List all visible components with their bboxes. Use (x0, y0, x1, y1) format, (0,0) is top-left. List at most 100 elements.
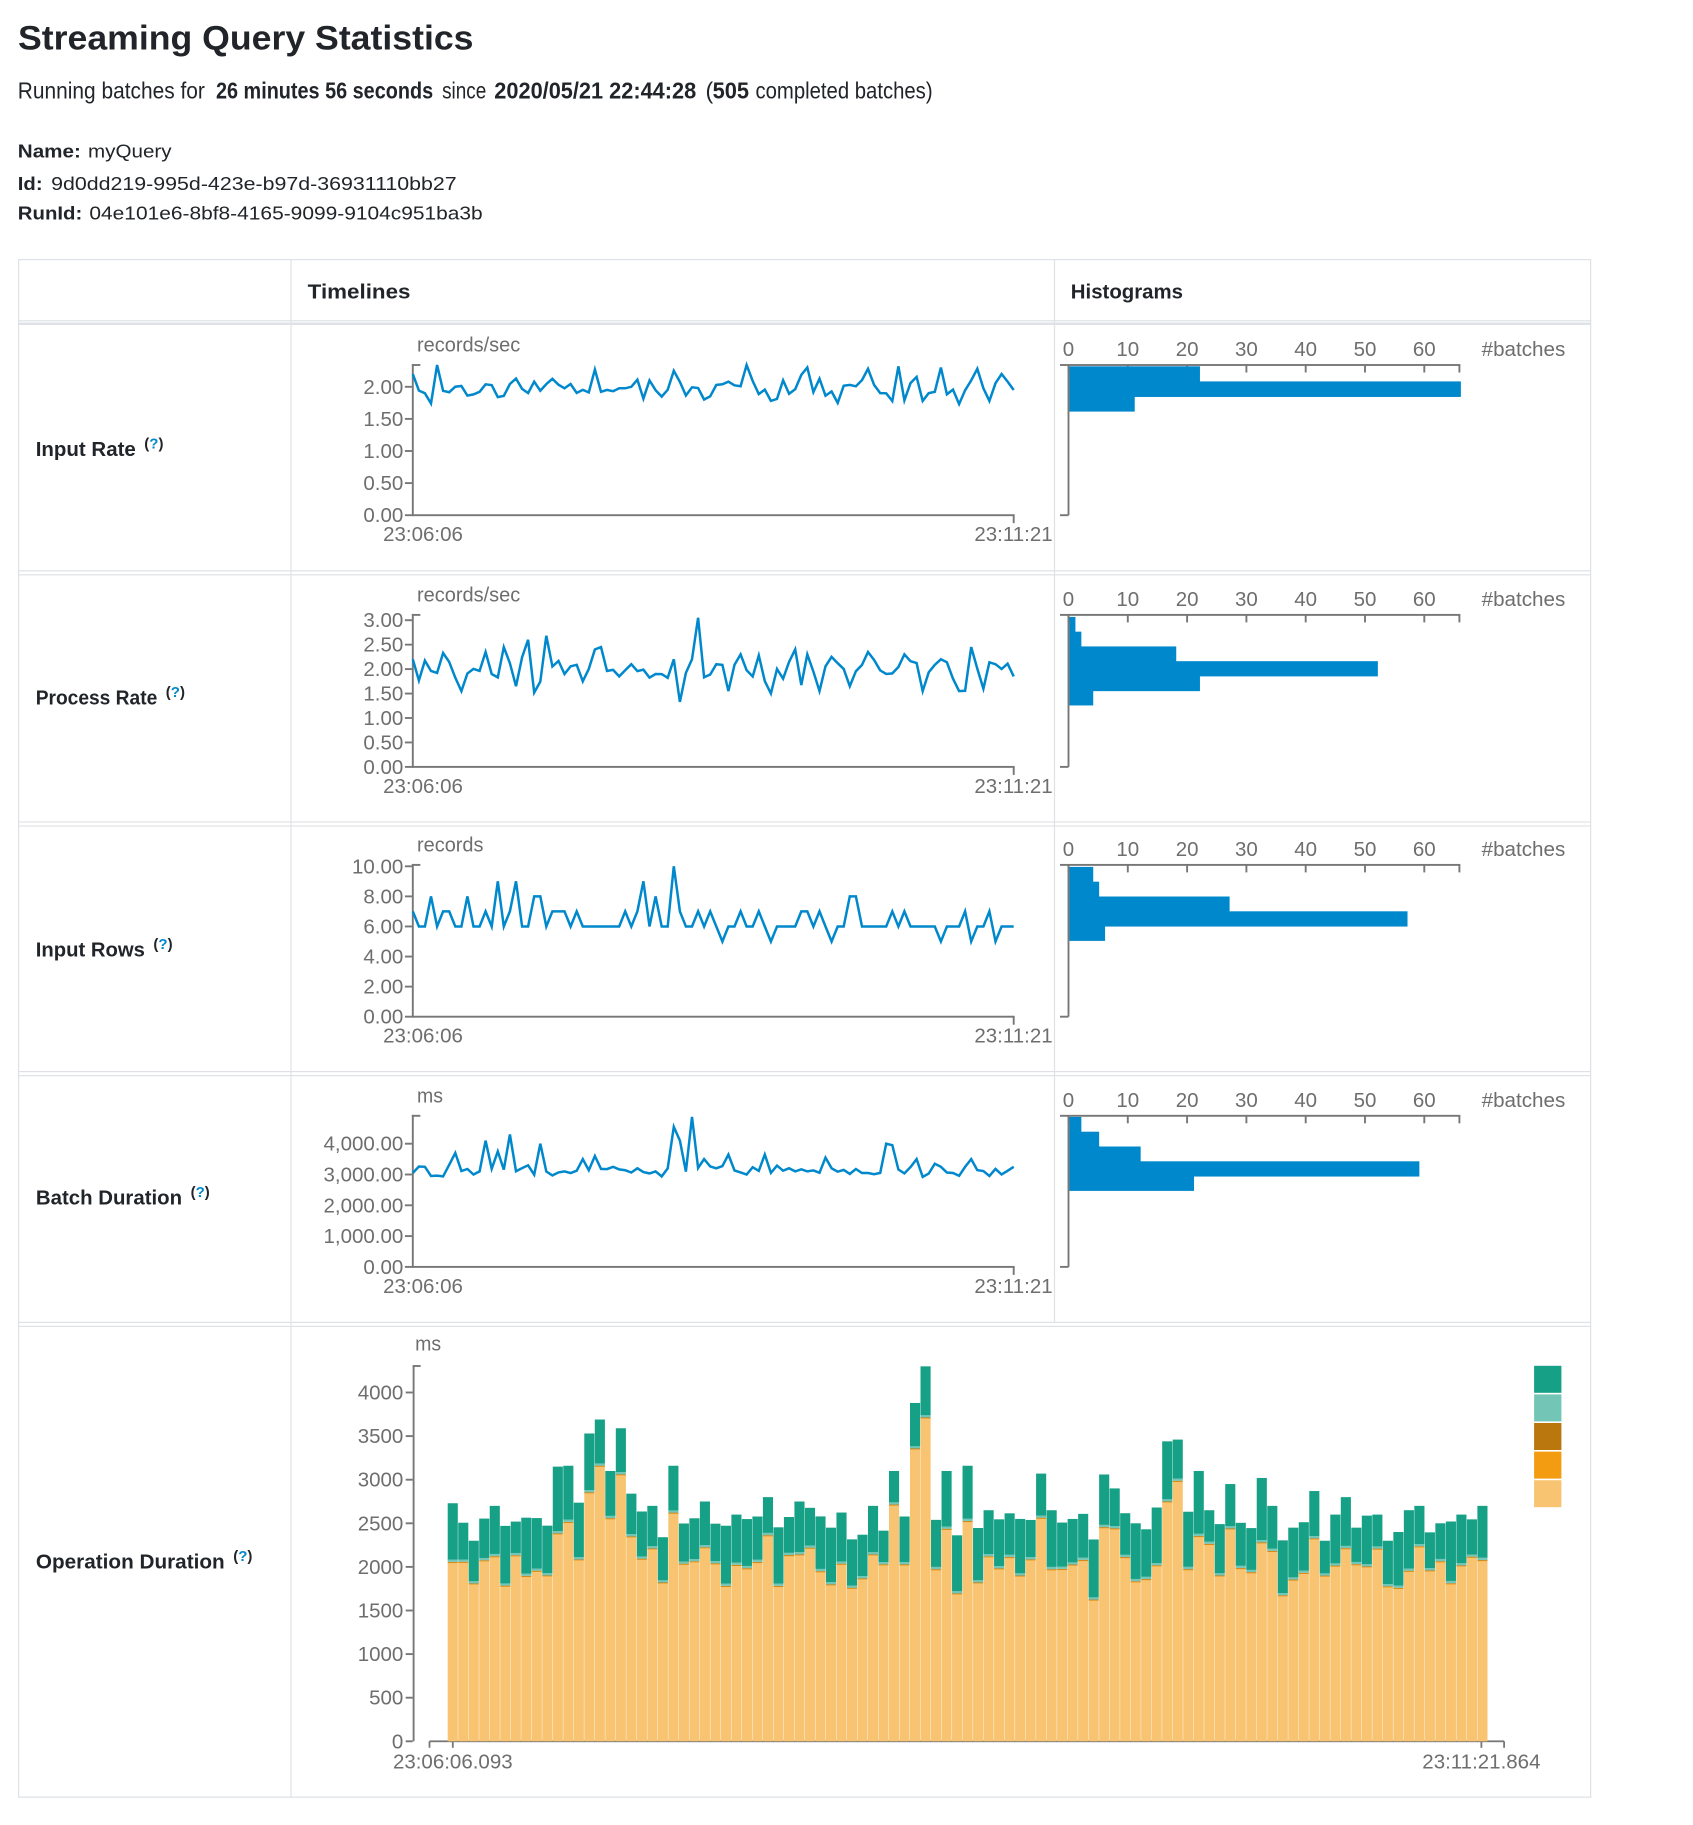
svg-text:23:06:06: 23:06:06 (383, 1275, 463, 1298)
svg-text:0.00: 0.00 (363, 1006, 403, 1029)
svg-text:Id:: Id: (18, 174, 43, 194)
svg-text:Input Rate: Input Rate (36, 438, 136, 461)
svg-text:30: 30 (1235, 1089, 1258, 1112)
svg-text:(?): (?) (166, 684, 185, 701)
svg-text:2.00: 2.00 (363, 976, 403, 999)
svg-text:20: 20 (1176, 838, 1199, 861)
svg-text:Batch Duration: Batch Duration (36, 1187, 182, 1210)
svg-text:40: 40 (1294, 338, 1317, 361)
svg-text:9d0dd219-995d-423e-b97d-369311: 9d0dd219-995d-423e-b97d-36931110bb27 (51, 174, 457, 194)
svg-text:505: 505 (713, 78, 750, 104)
svg-text:0: 0 (1063, 1089, 1074, 1112)
svg-text:30: 30 (1235, 838, 1258, 861)
svg-text:#batches: #batches (1482, 338, 1566, 361)
svg-text:1500: 1500 (358, 1600, 404, 1623)
svg-text:(?): (?) (233, 1548, 252, 1565)
svg-text:20: 20 (1176, 588, 1199, 611)
svg-text:Operation Duration: Operation Duration (36, 1550, 225, 1573)
svg-text:20: 20 (1176, 338, 1199, 361)
svg-text:1.50: 1.50 (363, 408, 403, 431)
svg-text:20: 20 (1176, 1089, 1199, 1112)
svg-text:0.00: 0.00 (363, 1256, 403, 1279)
svg-text:50: 50 (1354, 588, 1377, 611)
svg-text:RunId:: RunId: (18, 204, 83, 224)
svg-text:40: 40 (1294, 838, 1317, 861)
svg-text:(: ( (706, 78, 714, 104)
svg-text:2.00: 2.00 (363, 376, 403, 399)
svg-text:2.00: 2.00 (363, 658, 403, 681)
svg-text:0.50: 0.50 (363, 472, 403, 495)
svg-text:0: 0 (1063, 588, 1074, 611)
svg-text:Input Rows: Input Rows (36, 939, 145, 962)
svg-text:2.50: 2.50 (363, 634, 403, 657)
svg-text:50: 50 (1354, 1089, 1377, 1112)
svg-text:Running batches for: Running batches for (18, 78, 205, 104)
svg-text:23:11:21: 23:11:21 (974, 523, 1052, 546)
svg-text:4.00: 4.00 (363, 946, 403, 969)
svg-text:0: 0 (1063, 338, 1074, 361)
svg-text:23:06:06: 23:06:06 (383, 523, 463, 546)
svg-text:10: 10 (1116, 588, 1139, 611)
svg-text:2000: 2000 (358, 1556, 404, 1579)
svg-text:Streaming Query Statistics: Streaming Query Statistics (18, 20, 474, 58)
svg-text:(?): (?) (153, 936, 172, 953)
svg-text:3500: 3500 (358, 1425, 404, 1448)
svg-text:23:11:21: 23:11:21 (974, 1275, 1052, 1298)
svg-text:1.50: 1.50 (363, 683, 403, 706)
svg-text:10: 10 (1116, 338, 1139, 361)
svg-text:records: records (417, 834, 484, 857)
svg-text:23:11:21.864: 23:11:21.864 (1422, 1750, 1540, 1773)
svg-text:10: 10 (1116, 838, 1139, 861)
svg-text:1000: 1000 (358, 1643, 404, 1666)
svg-text:#batches: #batches (1482, 588, 1566, 611)
svg-text:records/sec: records/sec (417, 584, 520, 607)
svg-text:04e101e6-8bf8-4165-9099-9104c9: 04e101e6-8bf8-4165-9099-9104c951ba3b (89, 204, 482, 224)
svg-text:Timelines: Timelines (308, 281, 411, 304)
svg-text:#batches: #batches (1482, 838, 1566, 861)
svg-text:50: 50 (1354, 838, 1377, 861)
svg-text:3,000.00: 3,000.00 (323, 1164, 403, 1187)
svg-text:3000: 3000 (358, 1469, 404, 1492)
svg-text:23:06:06: 23:06:06 (383, 775, 463, 798)
svg-text:2,000.00: 2,000.00 (323, 1194, 403, 1217)
svg-text:10.00: 10.00 (352, 855, 403, 878)
svg-text:60: 60 (1413, 588, 1436, 611)
svg-text:ms: ms (415, 1333, 441, 1356)
svg-text:since: since (442, 78, 486, 104)
svg-text:60: 60 (1413, 838, 1436, 861)
svg-text:60: 60 (1413, 338, 1436, 361)
svg-text:records/sec: records/sec (417, 334, 520, 357)
svg-text:26 minutes 56 seconds: 26 minutes 56 seconds (216, 78, 433, 104)
svg-text:0.50: 0.50 (363, 731, 403, 754)
svg-text:0.00: 0.00 (363, 504, 403, 527)
svg-text:23:06:06: 23:06:06 (383, 1025, 463, 1048)
svg-text:23:11:21: 23:11:21 (974, 775, 1052, 798)
svg-text:ms: ms (417, 1084, 443, 1107)
svg-text:30: 30 (1235, 338, 1258, 361)
svg-text:1,000.00: 1,000.00 (323, 1225, 403, 1248)
svg-text:Process Rate: Process Rate (36, 687, 158, 710)
svg-text:23:11:21: 23:11:21 (974, 1025, 1052, 1048)
svg-text:60: 60 (1413, 1089, 1436, 1112)
svg-text:completed batches): completed batches) (756, 78, 933, 104)
svg-text:6.00: 6.00 (363, 916, 403, 939)
svg-text:Name:: Name: (18, 142, 81, 162)
svg-text:(?): (?) (191, 1184, 210, 1201)
svg-text:0: 0 (1063, 838, 1074, 861)
svg-text:myQuery: myQuery (88, 142, 172, 162)
svg-text:(?): (?) (144, 436, 163, 453)
svg-text:3.00: 3.00 (363, 609, 403, 632)
svg-text:2020/05/21 22:44:28: 2020/05/21 22:44:28 (494, 78, 696, 104)
svg-text:Histograms: Histograms (1071, 281, 1183, 304)
svg-text:4,000.00: 4,000.00 (323, 1133, 403, 1156)
svg-text:1.00: 1.00 (363, 440, 403, 463)
svg-text:4000: 4000 (358, 1382, 404, 1405)
svg-text:8.00: 8.00 (363, 885, 403, 908)
svg-text:2500: 2500 (358, 1512, 404, 1535)
svg-text:10: 10 (1116, 1089, 1139, 1112)
svg-text:40: 40 (1294, 588, 1317, 611)
svg-text:0: 0 (392, 1730, 403, 1753)
svg-text:500: 500 (369, 1687, 403, 1710)
svg-text:1.00: 1.00 (363, 707, 403, 730)
svg-text:40: 40 (1294, 1089, 1317, 1112)
